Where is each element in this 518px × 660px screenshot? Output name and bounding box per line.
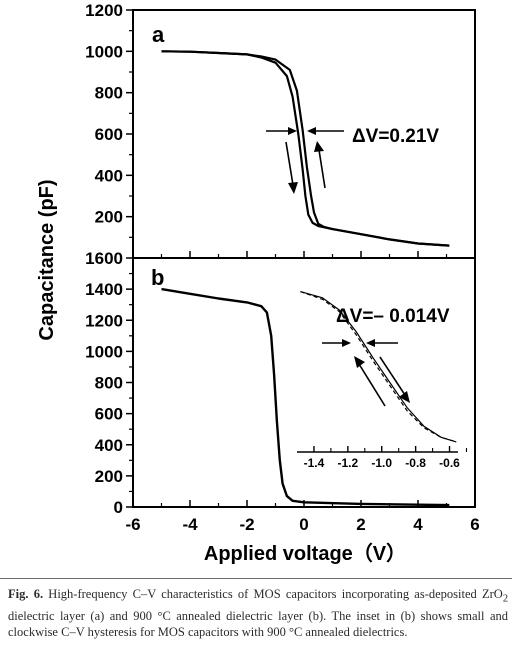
- x-tick-label: -4: [182, 515, 198, 534]
- inset-series-1: [300, 291, 457, 443]
- caption-label: Fig. 6.: [8, 587, 44, 601]
- x-tick-label: -6: [125, 515, 140, 534]
- panel-b-series-1: [161, 287, 450, 507]
- y-tick-label-b: 1200: [85, 311, 123, 330]
- y-tick-label-a: 600: [95, 125, 123, 144]
- y-tick-label-a: 200: [95, 208, 123, 227]
- inset-x-tick-label: -1.4: [304, 456, 325, 470]
- y-tick-label-a: 1200: [85, 1, 123, 20]
- panel-a-delta-arrows: [266, 127, 344, 194]
- caption-text-part2: dielectric layer (a) and 900 °C annealed…: [8, 608, 508, 639]
- inset-x-tick-label: -1.2: [337, 456, 358, 470]
- x-tick-label: 2: [356, 515, 365, 534]
- caption-text-part1: High-frequency C–V characteristics of MO…: [43, 587, 503, 601]
- y-tick-label-a: 800: [95, 84, 123, 103]
- inset-series-2: [300, 291, 457, 443]
- y-tick-label-b: 200: [95, 467, 123, 486]
- y-axis-title: Capacitance (pF): [36, 179, 58, 340]
- x-axis-title: Applied voltage（V）: [204, 542, 406, 565]
- inset-x-tick-label: -0.8: [405, 456, 426, 470]
- inset-annotation: ΔV=– 0.014V: [336, 306, 450, 327]
- figure-caption: Fig. 6. High-frequency C–V characteristi…: [0, 578, 512, 660]
- figure: Capacitance (pF) Applied voltage（V） a b …: [36, 1, 480, 565]
- caption-text: Fig. 6. High-frequency C–V characteristi…: [8, 586, 508, 640]
- y-tick-label-b: 1000: [85, 342, 123, 361]
- y-tick-label-a: 1000: [85, 42, 123, 61]
- panel-a-series-2: [161, 50, 450, 247]
- caption-rule: [0, 578, 512, 579]
- x-tick-label: 0: [299, 515, 308, 534]
- y-tick-label-b: 0: [114, 498, 123, 517]
- inset: -1.4 -1.2 -1.0 -0.8 -0.6 ΔV=– 0.014V: [297, 291, 468, 470]
- x-tick-label: 6: [470, 515, 479, 534]
- x-tick-label: 4: [413, 515, 423, 534]
- y-tick-label-b: 1400: [85, 280, 123, 299]
- y-tick-label-b: 400: [95, 436, 123, 455]
- panel-a-label: a: [152, 22, 165, 47]
- inset-x-tick-label: -0.6: [439, 456, 460, 470]
- y-tick-label-b: 600: [95, 405, 123, 424]
- panel-a-annotation: ΔV=0.21V: [352, 126, 439, 147]
- panel-b-label: b: [151, 265, 164, 290]
- inset-x-tick-label: -1.0: [371, 456, 392, 470]
- y-tick-label-b: 1600: [85, 249, 123, 268]
- caption-subscript: 2: [502, 593, 509, 605]
- y-tick-label-b: 800: [95, 374, 123, 393]
- y-tick-label-a: 400: [95, 166, 123, 185]
- inset-delta-arrows: [322, 339, 410, 407]
- x-tick-label: -2: [239, 515, 254, 534]
